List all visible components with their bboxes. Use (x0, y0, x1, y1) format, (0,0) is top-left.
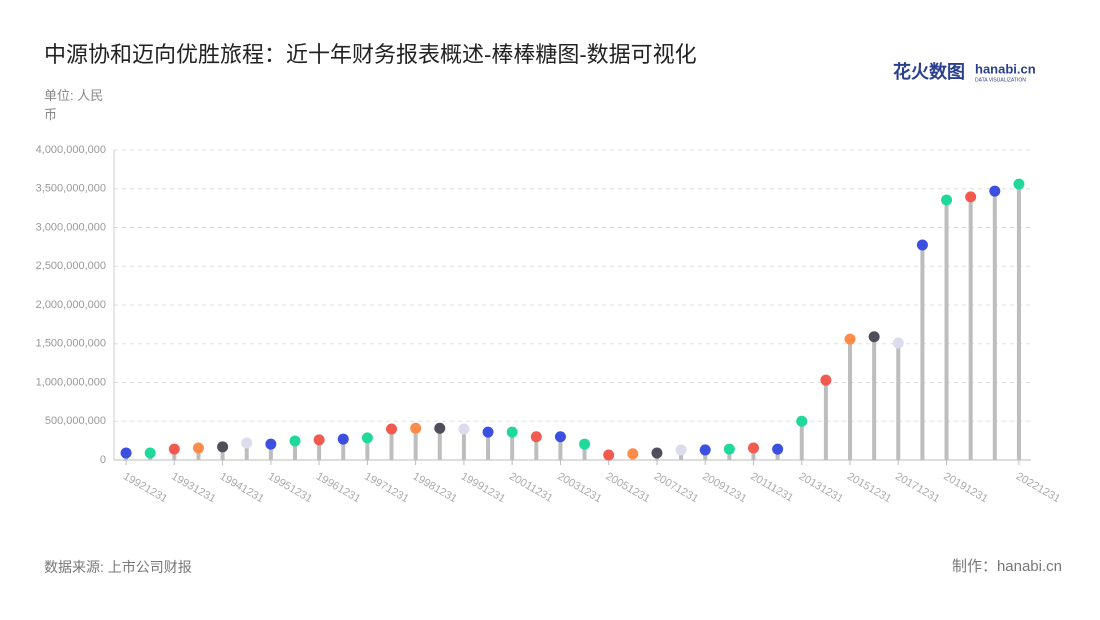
y-tick-label: 2,000,000,000 (36, 299, 106, 311)
source-box: 数据来源: 上市公司财报 (44, 559, 192, 575)
dot (144, 447, 156, 459)
y-tick-label: 1,500,000,000 (36, 338, 106, 350)
x-tick-label: 19951231 (266, 470, 314, 505)
y-tick-label: 500,000,000 (45, 415, 106, 427)
dot (675, 444, 687, 456)
x-tick-label: 20031231 (555, 470, 603, 505)
dot (361, 432, 373, 444)
y-tick-label: 3,000,000,000 (36, 221, 106, 233)
logo-sub: hanabi.cn (975, 61, 1036, 76)
x-tick-label: 20011231 (507, 470, 555, 504)
x-tick-label: 20171231 (893, 470, 941, 505)
dot (289, 435, 301, 447)
y-tick-label: 0 (100, 454, 106, 466)
dot (941, 194, 953, 206)
x-tick-label: 20071231 (652, 470, 700, 505)
dot (772, 443, 784, 455)
x-tick-label: 19921231 (121, 470, 169, 505)
x-tick-label: 20221231 (1014, 470, 1062, 505)
y-tick-label: 1,000,000,000 (36, 376, 106, 388)
dot (458, 423, 470, 435)
dot (192, 442, 204, 454)
dot (965, 191, 977, 203)
x-tick-label: 19981231 (411, 470, 459, 505)
dot (120, 447, 132, 459)
unit: 单位: 人民币 (44, 88, 104, 122)
x-tick-label: 20151231 (845, 470, 893, 505)
dot (386, 423, 398, 435)
dot (241, 437, 253, 449)
dot (796, 415, 808, 427)
x-tick-label: 19961231 (314, 470, 362, 505)
chart-title: 中源协和迈向优胜旅程：近十年财务报表概述-棒棒糖图-数据可视化 (44, 42, 697, 67)
dot (337, 433, 349, 445)
credit: 制作：hanabi.cn (952, 558, 1062, 575)
dot (820, 374, 832, 386)
dot (506, 426, 518, 438)
dot (434, 422, 446, 434)
dot (482, 426, 494, 438)
dot (627, 448, 639, 460)
x-tick-label: 19941231 (217, 470, 265, 505)
dot (723, 443, 735, 455)
dot (1013, 178, 1025, 190)
x-tick-label: 20131231 (797, 470, 845, 505)
dot (530, 431, 542, 443)
source: 数据来源: 上市公司财报 (44, 559, 192, 575)
dot (892, 337, 904, 349)
dot (747, 442, 759, 454)
dot (868, 331, 880, 343)
dot (699, 444, 711, 456)
dot (265, 438, 277, 450)
x-tick-label: 19991231 (459, 470, 507, 505)
x-tick-label: 20111231 (748, 470, 795, 504)
dot (554, 431, 566, 443)
x-tick-label: 20091231 (700, 470, 748, 505)
logo-tag: DATA VISUALIZATION (975, 77, 1026, 83)
dot (844, 333, 856, 345)
dot (579, 438, 591, 450)
y-tick-label: 2,500,000,000 (36, 260, 106, 272)
dot (168, 443, 180, 455)
y-tick-label: 4,000,000,000 (36, 144, 106, 156)
dot (916, 239, 928, 251)
dot (651, 447, 663, 459)
x-tick-label: 20191231 (941, 470, 989, 505)
dot (410, 422, 422, 434)
dot (217, 441, 229, 453)
logo: 花火数图 (893, 61, 965, 82)
y-tick-label: 3,500,000,000 (36, 183, 106, 195)
x-tick-label: 19971231 (362, 470, 410, 505)
x-tick-label: 19931231 (169, 470, 217, 505)
unit-box: 单位: 人民币 (44, 88, 104, 122)
dot (313, 434, 325, 446)
dot (603, 449, 615, 461)
dot (989, 185, 1001, 197)
x-tick-label: 20051231 (604, 470, 652, 505)
